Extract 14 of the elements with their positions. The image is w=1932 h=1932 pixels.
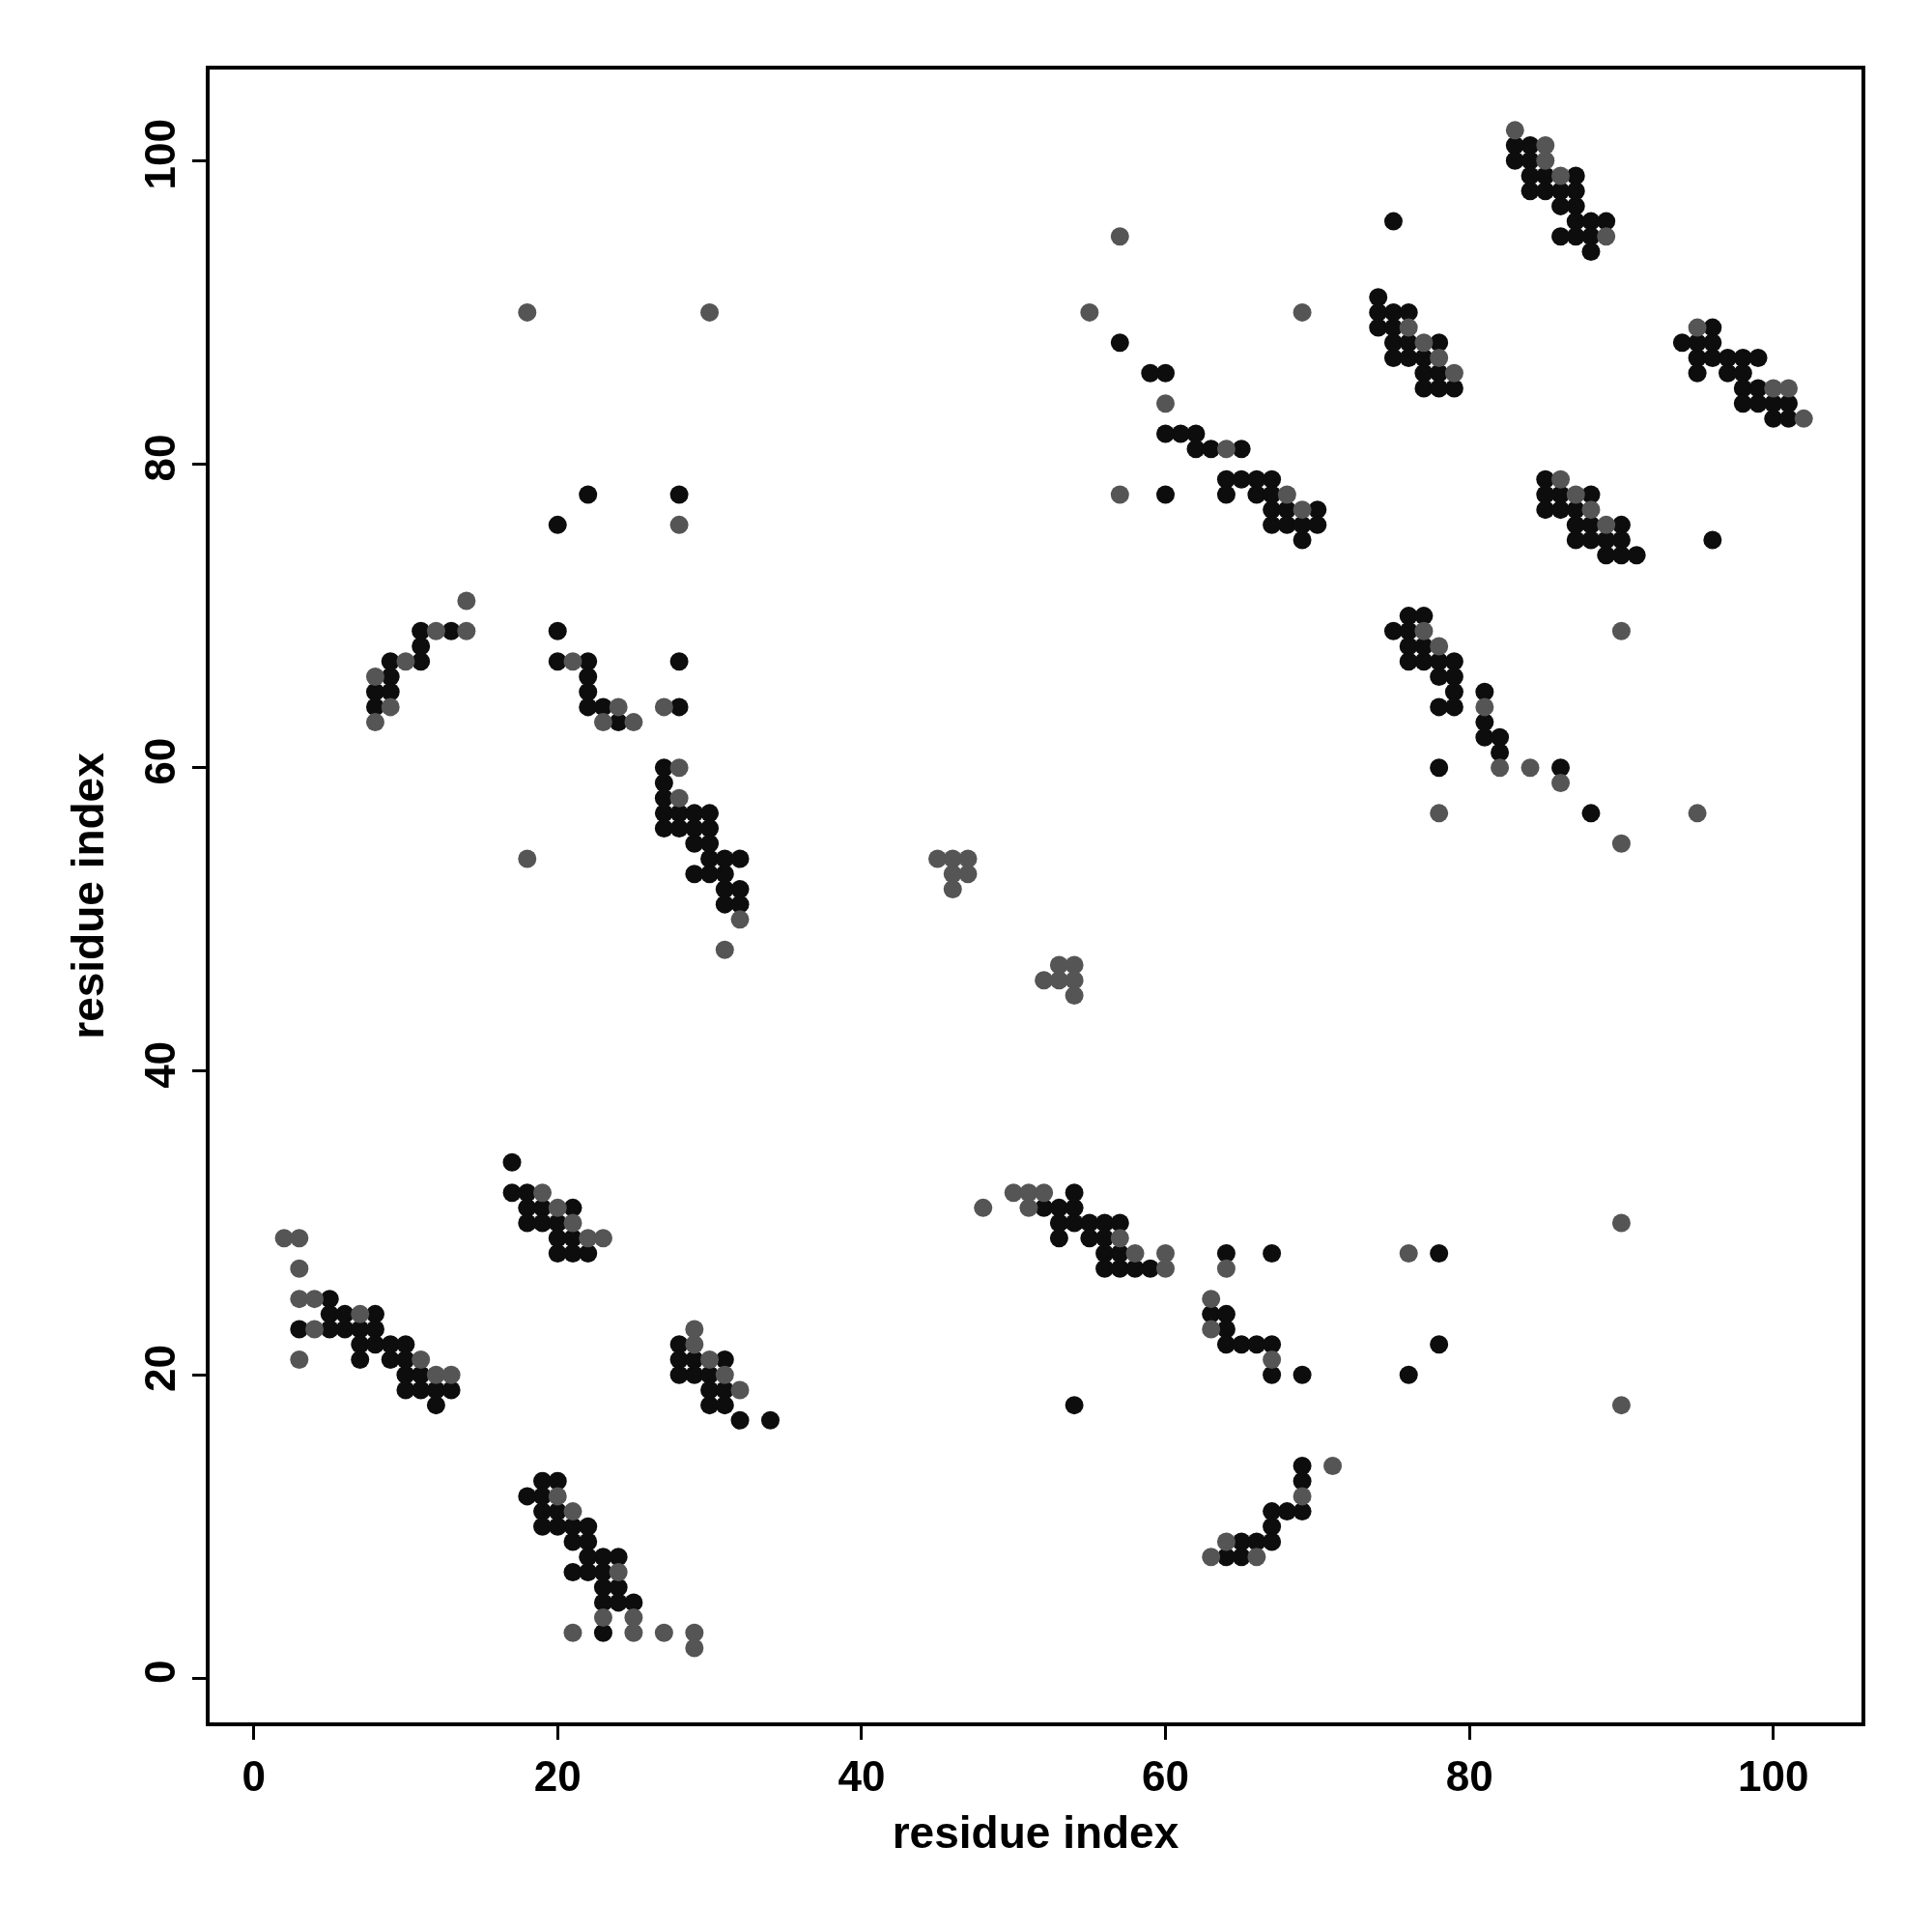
x-tick-label: 60 [1142,1751,1189,1800]
x-tick-label: 100 [1738,1751,1809,1800]
x-tick-label: 20 [533,1751,582,1800]
y-tick-label: 60 [136,737,185,785]
x-axis-title: residue index [892,1807,1179,1858]
x-tick-label: 40 [838,1751,886,1800]
y-tick-label: 20 [136,1345,185,1393]
y-tick-label: 80 [136,434,185,482]
x-tick-label: 80 [1445,1751,1493,1800]
y-tick-label: 40 [136,1040,185,1089]
y-axis-title: residue index [63,752,114,1039]
y-tick-label: 0 [136,1660,185,1685]
y-tick-label: 100 [136,118,185,190]
x-tick-label: 0 [242,1751,266,1800]
